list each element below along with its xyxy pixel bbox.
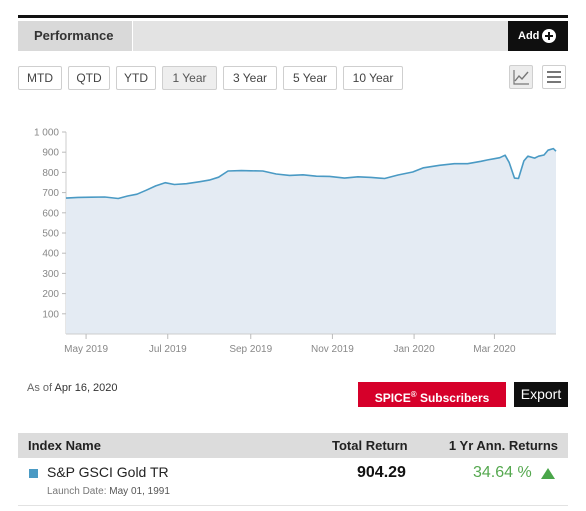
- period-10-year-button[interactable]: 10 Year: [343, 66, 403, 90]
- performance-chart: 100 200 300 400 500 600 700 800 900 1 000 May 2019…: [18, 120, 568, 365]
- period-ytd-button[interactable]: YTD: [116, 66, 156, 90]
- tab-separator: [132, 21, 133, 51]
- as-of-value: Apr 16, 2020: [54, 382, 118, 394]
- series-color-swatch: [29, 469, 38, 478]
- index-name[interactable]: S&P GSCI Gold TR: [47, 464, 169, 480]
- line-chart-view-button[interactable]: [509, 65, 533, 89]
- spice-subscribers-button[interactable]: SPICE® Subscribers: [358, 382, 506, 407]
- x-tick-label: Sep 2019: [229, 344, 272, 355]
- spice-suffix: Subscribers: [416, 391, 490, 405]
- series-area: [66, 148, 556, 334]
- registered-mark: ®: [410, 390, 417, 399]
- y-tick-label: 200: [42, 289, 59, 300]
- tab-performance[interactable]: Performance: [18, 21, 132, 51]
- x-tick-label: Nov 2019: [311, 344, 354, 355]
- y-tick-label: 500: [42, 229, 59, 240]
- spice-label: SPICE: [374, 391, 411, 405]
- launch-date: Launch Date: May 01, 1991: [47, 486, 170, 497]
- as-of-label: As of: [27, 382, 53, 394]
- series-line: [65, 147, 557, 200]
- total-return-value: 904.29: [357, 464, 406, 481]
- as-of-date: As of Apr 16, 2020: [27, 382, 118, 394]
- export-button[interactable]: Export: [514, 382, 568, 407]
- y-tick-label: 800: [42, 168, 59, 179]
- line-chart-icon: [513, 70, 529, 85]
- launch-date-value: May 01, 1991: [109, 486, 170, 497]
- up-arrow-icon: [541, 468, 555, 479]
- add-button-label: Add: [518, 30, 540, 42]
- y-tick-label: 600: [42, 208, 59, 219]
- column-header-annual-returns: 1 Yr Ann. Returns: [448, 438, 558, 453]
- x-tick-label: Jan 2020: [394, 344, 436, 355]
- column-header-total-return: Total Return: [332, 438, 408, 453]
- chart-svg: 100 200 300 400 500 600 700 800 900 1 000 May 2019…: [34, 128, 557, 355]
- y-tick-label: 900: [42, 148, 59, 159]
- x-tick-label: May 2019: [64, 344, 108, 355]
- x-tick-label: Jul 2019: [149, 344, 187, 355]
- y-tick-label: 700: [42, 188, 59, 199]
- y-tick-label: 400: [42, 249, 59, 260]
- table-header: Index Name Total Return 1 Yr Ann. Return…: [18, 433, 568, 458]
- launch-date-label: Launch Date:: [47, 486, 107, 497]
- menu-view-button[interactable]: [542, 65, 566, 89]
- period-mtd-button[interactable]: MTD: [18, 66, 62, 90]
- period-3-year-button[interactable]: 3 Year: [223, 66, 277, 90]
- add-button[interactable]: Add: [508, 21, 568, 51]
- hamburger-menu-icon: [547, 71, 561, 83]
- period-1-year-button[interactable]: 1 Year: [162, 66, 217, 90]
- column-header-index-name: Index Name: [28, 438, 101, 453]
- period-qtd-button[interactable]: QTD: [68, 66, 110, 90]
- plus-circle-icon: [542, 29, 556, 43]
- tab-bar: Performance Add: [18, 21, 568, 51]
- x-tick-label: Mar 2020: [473, 344, 516, 355]
- y-tick-label: 1 000: [34, 128, 59, 139]
- annual-return-value: 34.64 %: [473, 464, 532, 481]
- y-tick-label: 100: [42, 309, 59, 320]
- top-divider: [18, 15, 568, 18]
- period-5-year-button[interactable]: 5 Year: [283, 66, 337, 90]
- table-row: S&P GSCI Gold TR Launch Date: May 01, 19…: [18, 458, 568, 506]
- y-tick-label: 300: [42, 269, 59, 280]
